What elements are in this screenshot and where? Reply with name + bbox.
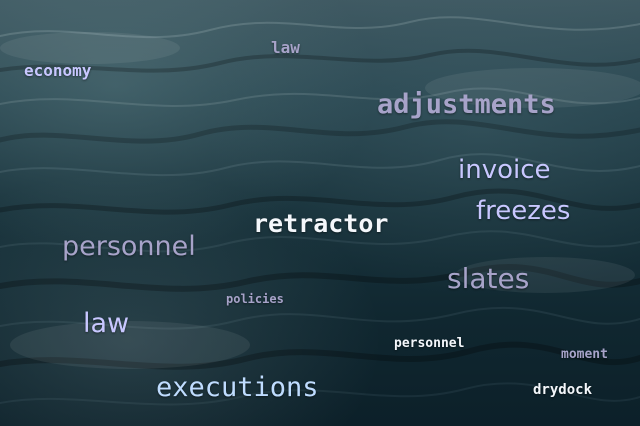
- word-retractor: retractor: [253, 209, 389, 238]
- word-freezes: freezes: [476, 196, 571, 226]
- word-slates: slates: [447, 262, 530, 295]
- word-personnel-small: personnel: [394, 336, 465, 351]
- word-drydock: drydock: [533, 382, 593, 398]
- word-law-bottom: law: [83, 308, 130, 339]
- word-economy: economy: [24, 61, 92, 80]
- word-law-top: law: [271, 38, 300, 57]
- word-moment: moment: [561, 347, 608, 362]
- word-adjustments: adjustments: [377, 89, 556, 120]
- word-invoice: invoice: [458, 155, 551, 185]
- word-personnel-large: personnel: [62, 231, 196, 262]
- word-executions: executions: [156, 372, 319, 403]
- word-policies: policies: [226, 292, 284, 306]
